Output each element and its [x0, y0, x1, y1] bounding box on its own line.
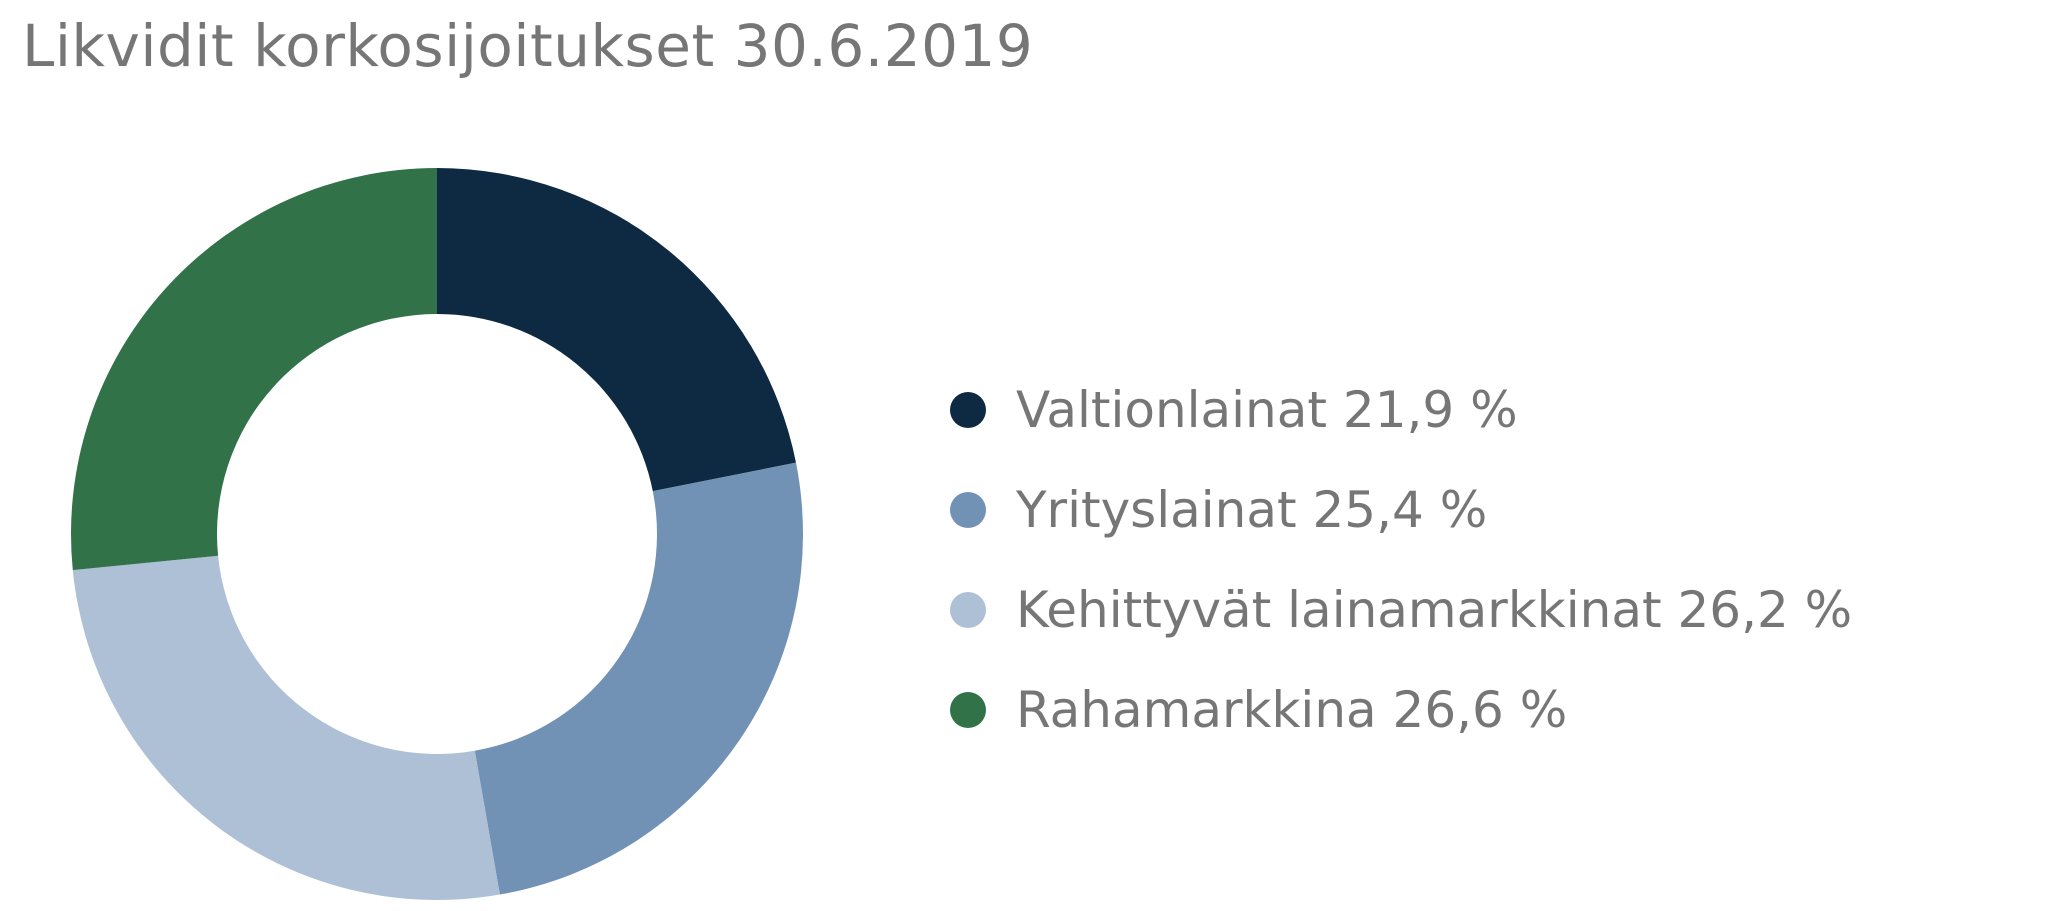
legend-item-4: Rahamarkkina 26,6 %	[950, 660, 1852, 760]
legend-item-3: Kehittyvät lainamarkkinat 26,2 %	[950, 560, 1852, 660]
legend-marker-4	[950, 692, 986, 728]
legend-label-2: Yrityslainat 25,4 %	[1016, 481, 1488, 539]
legend-marker-3	[950, 592, 986, 628]
chart-legend: Valtionlainat 21,9 % Yrityslainat 25,4 % K…	[950, 360, 1852, 760]
legend-item-1: Valtionlainat 21,9 %	[950, 360, 1852, 460]
donut-chart	[70, 168, 803, 900]
donut-slice-4	[70, 168, 437, 571]
donut-slice-2	[474, 462, 803, 895]
legend-marker-1	[950, 392, 986, 428]
donut-slice-1	[437, 168, 796, 492]
legend-marker-2	[950, 492, 986, 528]
legend-label-3: Kehittyvät lainamarkkinat 26,2 %	[1016, 581, 1853, 639]
legend-label-1: Valtionlainat 21,9 %	[1016, 381, 1518, 439]
legend-item-2: Yrityslainat 25,4 %	[950, 460, 1852, 560]
chart-title: Likvidit korkosijoitukset 30.6.2019	[22, 12, 1034, 80]
legend-label-4: Rahamarkkina 26,6 %	[1016, 681, 1568, 739]
donut-slice-3	[72, 555, 500, 900]
